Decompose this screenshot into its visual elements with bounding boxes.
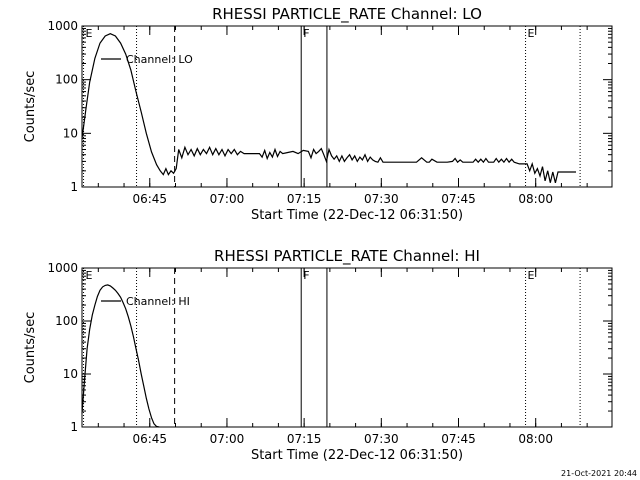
hi-series-line bbox=[81, 284, 160, 428]
hi-y-axis-label: Counts/sec bbox=[23, 312, 38, 384]
hi-y-tick-label: 1000 bbox=[47, 261, 78, 275]
hi-x-tick-label: 07:00 bbox=[210, 432, 245, 446]
hi-y-tick-label: 1 bbox=[70, 420, 78, 434]
lo-chart-title: RHESSI PARTICLE_RATE Channel: LO bbox=[212, 5, 482, 24]
hi-chart-title: RHESSI PARTICLE_RATE Channel: HI bbox=[214, 247, 480, 266]
lo-x-tick-label: 06:45 bbox=[132, 192, 167, 206]
lo-marker-label: F bbox=[303, 27, 309, 40]
lo-x-tick-label: 07:30 bbox=[364, 192, 399, 206]
lo-x-axis-label: Start Time (22-Dec-12 06:31:50) bbox=[251, 208, 463, 223]
hi-marker-label: E bbox=[528, 269, 535, 282]
lo-x-tick-label: 08:00 bbox=[518, 192, 553, 206]
hi-y-tick-label: 10 bbox=[63, 367, 78, 381]
lo-y-axis-label: Counts/sec bbox=[23, 71, 38, 143]
hi-legend-label: Channel: HI bbox=[126, 295, 190, 308]
lo-y-tick-label: 10 bbox=[63, 126, 78, 140]
hi-marker-label: F bbox=[303, 269, 309, 282]
lo-channel-panel: RHESSI PARTICLE_RATE Channel: LO 1 10 100 10… bbox=[23, 5, 613, 223]
lo-marker-label: E bbox=[86, 27, 93, 40]
hi-marker-label: E bbox=[86, 269, 93, 282]
lo-plot-frame bbox=[81, 25, 613, 188]
hi-channel-panel: RHESSI PARTICLE_RATE Channel: HI 1 10 100 10… bbox=[23, 247, 613, 463]
hi-x-axis-label: Start Time (22-Dec-12 06:31:50) bbox=[251, 448, 463, 463]
lo-x-tick-label: 07:45 bbox=[441, 192, 476, 206]
lo-x-tick-label: 07:00 bbox=[210, 192, 245, 206]
hi-x-tick-label: 08:00 bbox=[518, 432, 553, 446]
lo-marker-label: E bbox=[528, 27, 535, 40]
lo-y-tick-label: 1 bbox=[70, 180, 78, 194]
hi-x-tick-label: 06:45 bbox=[132, 432, 167, 446]
hi-x-tick-label: 07:45 bbox=[441, 432, 476, 446]
lo-series-line bbox=[81, 33, 576, 183]
lo-x-tick-label: 07:15 bbox=[287, 192, 322, 206]
hi-plot-frame bbox=[81, 267, 613, 428]
lo-legend-label: Channel: LO bbox=[126, 53, 193, 66]
hi-y-tick-label: 100 bbox=[55, 314, 78, 328]
footer-timestamp: 21-Oct-2021 20:44 bbox=[561, 469, 637, 478]
lo-y-tick-label: 100 bbox=[55, 73, 78, 87]
hi-x-tick-label: 07:15 bbox=[287, 432, 322, 446]
lo-y-tick-label: 1000 bbox=[47, 19, 78, 33]
hi-x-tick-label: 07:30 bbox=[364, 432, 399, 446]
